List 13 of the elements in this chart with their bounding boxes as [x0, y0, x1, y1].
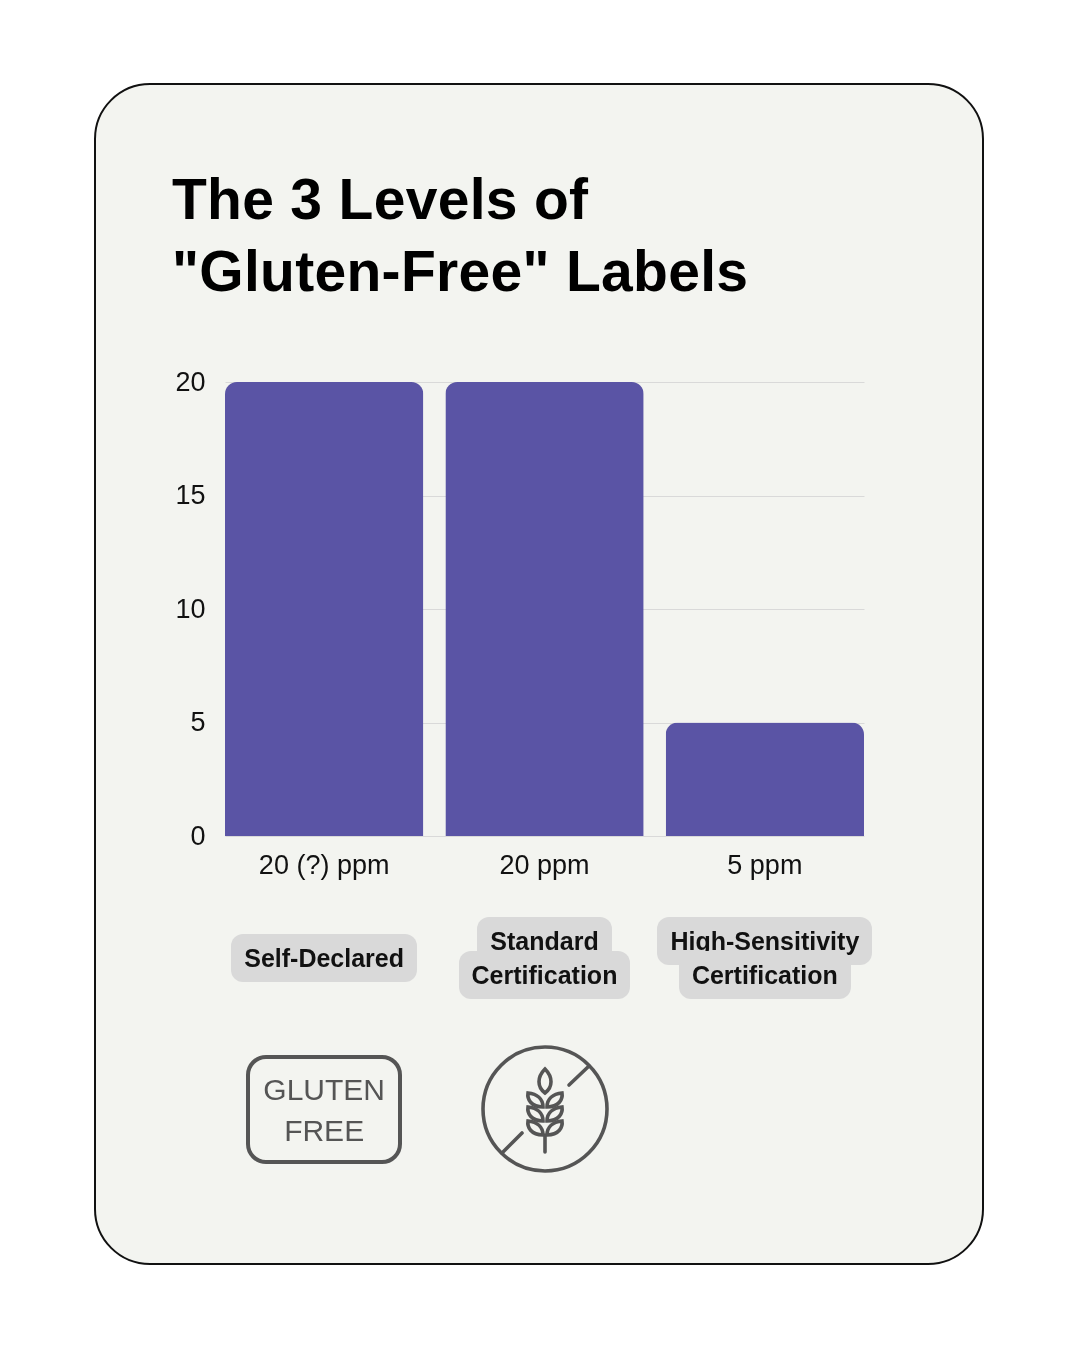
- y-tick-label: 0: [190, 820, 206, 851]
- data-label: 5 ppm: [727, 850, 803, 880]
- data-label: 20 (?) ppm: [258, 850, 390, 880]
- badge-icon: GLUTEN FREE: [246, 1055, 403, 1164]
- x-tick-label: Self-Declared: [231, 934, 418, 982]
- y-tick-label: 5: [190, 707, 206, 737]
- y-tick-label: 10: [175, 593, 206, 624]
- x-tick-label: Standard Certification: [458, 917, 631, 999]
- x-tick-label: High-Sensitivity Certification: [657, 917, 873, 999]
- chart-title: The 3 Levels of "Gluten-Free" Labels: [172, 166, 750, 305]
- y-tick-label: 20: [175, 366, 206, 397]
- y-tick-label: 15: [175, 480, 206, 510]
- data-label: 20 ppm: [499, 850, 590, 880]
